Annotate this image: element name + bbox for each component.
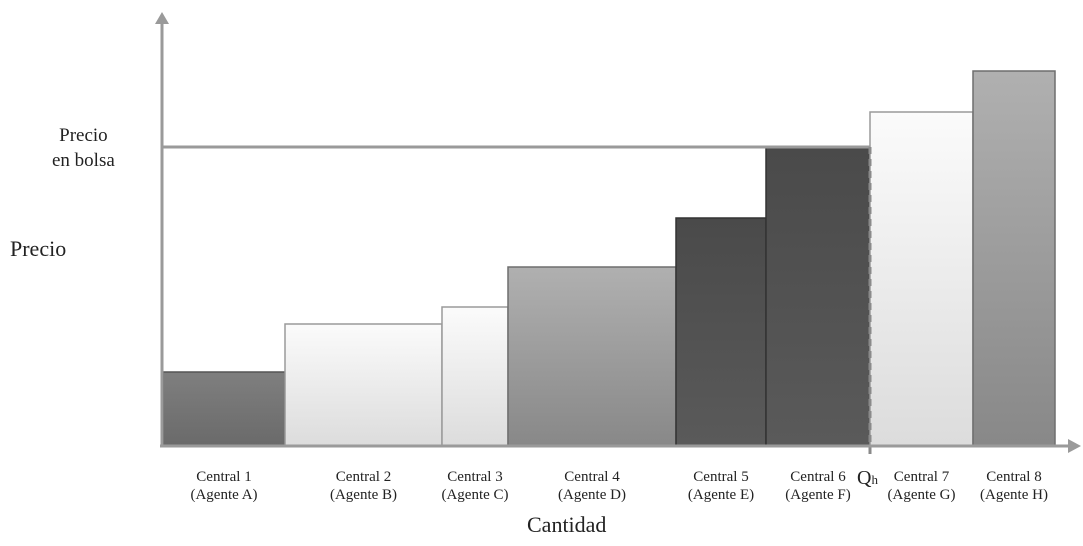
label-central-2: Central 2 (Agente B): [309, 468, 419, 504]
label-central-4: Central 4 (Agente D): [537, 468, 647, 504]
label-central-3: Central 3 (Agente C): [420, 468, 530, 504]
label-central-6-agent: (Agente F): [785, 487, 851, 503]
label-central-8-agent: (Agente H): [980, 487, 1048, 503]
x-axis-title: Cantidad: [527, 512, 607, 537]
label-central-1: Central 1 (Agente A): [169, 468, 279, 504]
label-central-2-name: Central 2: [335, 469, 392, 485]
label-central-7-name: Central 7: [893, 469, 950, 485]
qh-label-q: Q: [857, 467, 872, 489]
label-central-7-agent: (Agente G): [887, 487, 956, 503]
y-axis-arrowhead: [155, 12, 169, 24]
bar-central-6: [765, 146, 871, 447]
label-central-3-agent: (Agente C): [441, 487, 509, 503]
label-central-4-agent: (Agente D): [558, 487, 626, 503]
bar-central-7: [869, 111, 974, 447]
label-central-5-agent: (Agente E): [687, 487, 755, 503]
label-central-2-agent: (Agente B): [329, 487, 398, 503]
label-central-6: Central 6 (Agente F): [763, 468, 873, 504]
label-central-1-agent: (Agente A): [190, 487, 258, 503]
label-central-8: Central 8 (Agente H): [959, 468, 1069, 504]
bar-central-3: [441, 306, 509, 447]
bar-central-8: [972, 70, 1056, 447]
x-axis-arrowhead: [1068, 439, 1081, 453]
label-central-1-name: Central 1: [196, 469, 252, 485]
label-central-5: Central 5 (Agente E): [666, 468, 776, 504]
label-central-6-name: Central 6: [790, 469, 846, 485]
qh-label-subscript: h: [871, 472, 878, 487]
bar-central-1: [162, 371, 286, 447]
bar-central-2: [284, 323, 443, 447]
qh-label: Qh: [857, 466, 878, 492]
label-central-5-name: Central 5: [693, 469, 749, 485]
y-axis-title: Precio: [10, 236, 67, 261]
label-central-7: Central 7 (Agente G): [867, 468, 977, 504]
label-central-3-name: Central 3: [447, 469, 503, 485]
bar-central-5: [675, 217, 767, 447]
price-line-label: Precio en bolsa: [52, 123, 115, 173]
price-line-label-line2: en bolsa: [52, 150, 115, 171]
bars-group: [162, 70, 1056, 447]
label-central-4-name: Central 4: [564, 469, 620, 485]
price-line-label-line1: Precio: [59, 125, 108, 146]
label-central-8-name: Central 8: [986, 469, 1042, 485]
bar-central-4: [507, 266, 677, 447]
